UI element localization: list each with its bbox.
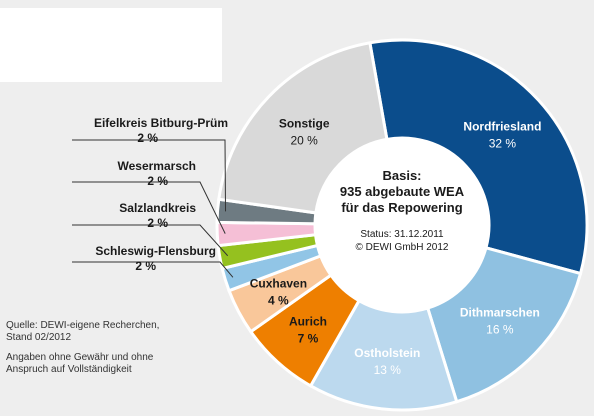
disclaimer-line-2: Anspruch auf Vollständigkeit [6,364,132,375]
basis-line-3: für das Repowering [341,200,463,215]
source-line-2: Stand 02/2012 [6,332,72,343]
leader-line [72,224,229,257]
center-annotation: Basis: 935 abgebaute WEA für das Repower… [302,168,502,254]
status-date: Status: 31.12.2011 [360,229,444,240]
basis-line-2: 935 abgebaute WEA [339,184,465,199]
slice-value: 16 % [486,322,514,336]
label-eifelkreis: Eifelkreis Bitburg-Prüm 2 % [93,116,228,145]
slice-label: Dithmarschen [460,305,540,319]
leader-line [72,261,234,278]
slice-value: 20 % [290,134,318,148]
label-wesermarsch: Wesermarsch 2 % [117,159,197,188]
slice-value: 13 % [374,363,402,377]
basis-line-1: Basis: [382,168,422,183]
disclaimer-line-1: Angaben ohne Gewähr und ohne [6,352,154,363]
slice-label: Aurich [289,315,327,329]
slice-value: 7 % [298,332,319,346]
slice-label: Nordfriesland [463,119,541,133]
slice-value: 4 % [268,294,289,308]
leader-line [72,139,227,212]
source-line-1: Quelle: DEWI-eigene Recherchen, [6,320,160,331]
label-schleswig-flensburg: Schleswig-Flensburg 2 % [95,244,216,273]
slice-label: Ostholstein [354,346,420,360]
slice-value: 32 % [489,136,517,150]
copyright: © DEWI GmbH 2012 [355,242,449,253]
disclaimer-note: Angaben ohne Gewähr und ohne Anspruch au… [6,352,153,376]
blank-panel [0,8,222,82]
donut-hole [315,138,489,312]
source-note: Quelle: DEWI-eigene Recherchen, Stand 02… [6,320,159,344]
label-salzlandkreis: Salzlandkreis 2 % [119,201,196,230]
slice-label: Cuxhaven [250,277,307,291]
slice-label: Sonstige [279,117,330,131]
leader-line [72,181,226,234]
